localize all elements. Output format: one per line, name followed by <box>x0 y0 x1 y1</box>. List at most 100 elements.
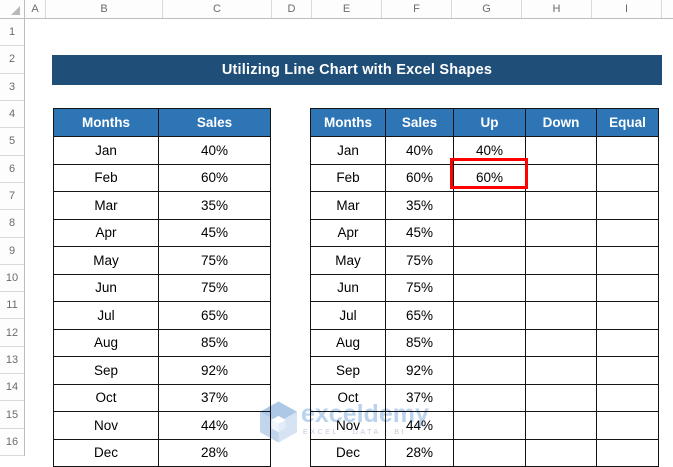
updown-table-cell[interactable] <box>525 246 597 275</box>
column-header-A[interactable]: A <box>25 0 46 18</box>
updown-table-cell[interactable] <box>596 136 659 165</box>
updown-table-cell[interactable] <box>453 301 526 330</box>
updown-table-cell[interactable]: 28% <box>385 438 454 467</box>
column-header-D[interactable]: D <box>272 0 312 18</box>
updown-table-cell[interactable]: Jan <box>310 136 386 165</box>
updown-table-cell[interactable] <box>596 218 659 247</box>
updown-table-cell[interactable] <box>596 273 659 302</box>
updown-table-cell[interactable] <box>453 411 526 440</box>
row-header-5[interactable]: 5 <box>0 128 24 156</box>
source-table-cell[interactable]: Nov <box>53 411 159 440</box>
updown-table-cell[interactable]: May <box>310 246 386 275</box>
updown-table-header-cell[interactable]: Months <box>310 108 386 137</box>
source-table-cell[interactable]: Dec <box>53 438 159 467</box>
updown-table-cell[interactable] <box>453 273 526 302</box>
updown-table-cell[interactable]: 37% <box>385 383 454 412</box>
row-header-1[interactable]: 1 <box>0 19 24 47</box>
updown-table-cell[interactable]: 60% <box>385 163 454 192</box>
source-table-cell[interactable]: 65% <box>158 301 271 330</box>
updown-table-header-cell[interactable]: Equal <box>596 108 659 137</box>
updown-table-cell[interactable] <box>453 328 526 357</box>
row-header-11[interactable]: 11 <box>0 292 24 320</box>
row-header-10[interactable]: 10 <box>0 265 24 293</box>
source-table-cell[interactable]: 40% <box>158 136 271 165</box>
updown-table-cell[interactable]: Dec <box>310 438 386 467</box>
updown-table-cell[interactable]: 44% <box>385 411 454 440</box>
source-table-header-cell[interactable]: Months <box>53 108 159 137</box>
updown-table-cell[interactable] <box>596 438 659 467</box>
row-header-14[interactable]: 14 <box>0 374 24 402</box>
updown-table-cell[interactable] <box>596 246 659 275</box>
source-table-cell[interactable]: 28% <box>158 438 271 467</box>
updown-table-cell[interactable]: Sep <box>310 356 386 385</box>
updown-table-cell[interactable]: Mar <box>310 191 386 220</box>
row-header-13[interactable]: 13 <box>0 347 24 375</box>
row-header-3[interactable]: 3 <box>0 74 24 101</box>
column-header-H[interactable]: H <box>522 0 592 18</box>
updown-table-cell[interactable] <box>525 383 597 412</box>
updown-table-cell[interactable]: Feb <box>310 163 386 192</box>
updown-table-cell[interactable] <box>596 411 659 440</box>
row-header-15[interactable]: 15 <box>0 401 24 429</box>
source-table-cell[interactable]: May <box>53 246 159 275</box>
column-header-E[interactable]: E <box>312 0 382 18</box>
updown-table-cell[interactable] <box>453 191 526 220</box>
updown-table-cell[interactable] <box>596 383 659 412</box>
column-header-B[interactable]: B <box>46 0 163 18</box>
column-header-F[interactable]: F <box>382 0 452 18</box>
updown-table-cell[interactable]: 45% <box>385 218 454 247</box>
updown-table-cell[interactable]: 92% <box>385 356 454 385</box>
column-header-C[interactable]: C <box>163 0 272 18</box>
updown-table-cell[interactable]: 85% <box>385 328 454 357</box>
updown-table-cell[interactable] <box>525 301 597 330</box>
source-table-cell[interactable]: 37% <box>158 383 271 412</box>
updown-table-cell[interactable] <box>596 163 659 192</box>
row-header-6[interactable]: 6 <box>0 156 24 183</box>
source-table-cell[interactable]: Oct <box>53 383 159 412</box>
source-table-cell[interactable]: 75% <box>158 246 271 275</box>
updown-table-cell[interactable]: 75% <box>385 273 454 302</box>
updown-table-cell[interactable] <box>525 163 597 192</box>
source-table-cell[interactable]: Jul <box>53 301 159 330</box>
updown-table-header-cell[interactable]: Up <box>453 108 526 137</box>
updown-table-cell[interactable]: Jun <box>310 273 386 302</box>
updown-table-cell[interactable] <box>453 246 526 275</box>
source-table-cell[interactable]: 60% <box>158 163 271 192</box>
updown-table-cell[interactable] <box>525 136 597 165</box>
updown-table-cell[interactable] <box>453 356 526 385</box>
row-header-4[interactable]: 4 <box>0 101 24 129</box>
updown-table-cell[interactable] <box>525 218 597 247</box>
updown-table-cell[interactable] <box>525 191 597 220</box>
updown-table-cell[interactable]: 75% <box>385 246 454 275</box>
source-table-cell[interactable]: Feb <box>53 163 159 192</box>
updown-table-cell[interactable]: 35% <box>385 191 454 220</box>
column-header-G[interactable]: G <box>452 0 522 18</box>
column-header-I[interactable]: I <box>592 0 662 18</box>
updown-table-cell[interactable]: 65% <box>385 301 454 330</box>
updown-table-cell[interactable] <box>525 438 597 467</box>
source-table-cell[interactable]: 92% <box>158 356 271 385</box>
updown-table-cell[interactable] <box>453 218 526 247</box>
source-table-cell[interactable]: Mar <box>53 191 159 220</box>
updown-table-cell[interactable]: Aug <box>310 328 386 357</box>
source-table-cell[interactable]: 35% <box>158 191 271 220</box>
source-table-cell[interactable]: 44% <box>158 411 271 440</box>
updown-table-cell[interactable] <box>525 273 597 302</box>
source-table-cell[interactable]: Jan <box>53 136 159 165</box>
updown-table-cell[interactable]: Nov <box>310 411 386 440</box>
row-header-8[interactable]: 8 <box>0 210 24 238</box>
source-table-cell[interactable]: Apr <box>53 218 159 247</box>
updown-table-cell[interactable] <box>596 328 659 357</box>
updown-table-header-cell[interactable]: Down <box>525 108 597 137</box>
updown-table-cell[interactable] <box>525 356 597 385</box>
source-table-cell[interactable]: Aug <box>53 328 159 357</box>
source-table-cell[interactable]: 85% <box>158 328 271 357</box>
row-header-2[interactable]: 2 <box>0 46 24 74</box>
source-table-header-cell[interactable]: Sales <box>158 108 271 137</box>
updown-table-header-cell[interactable]: Sales <box>385 108 454 137</box>
row-header-9[interactable]: 9 <box>0 238 24 265</box>
updown-table-cell[interactable] <box>525 411 597 440</box>
updown-table-cell[interactable] <box>453 438 526 467</box>
source-table-cell[interactable]: Sep <box>53 356 159 385</box>
source-table-cell[interactable]: 45% <box>158 218 271 247</box>
